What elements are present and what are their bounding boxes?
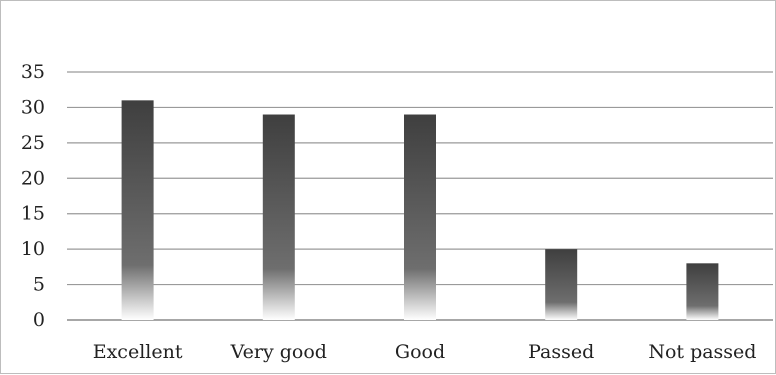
y-tick-label: 10 [21,238,45,260]
x-category-label: Not passed [648,341,756,363]
y-tick-label: 25 [21,132,45,154]
y-axis-ticks: 0 5 10 15 20 25 30 35 [21,61,45,331]
bars [121,100,719,320]
x-category-label: Excellent [93,341,183,363]
x-axis-categories: Excellent Very good Good Passed Not passed [93,341,757,363]
bar-good [404,114,436,320]
y-tick-label: 35 [21,61,45,83]
y-tick-label: 5 [33,274,45,296]
x-category-label: Passed [528,341,594,363]
y-tick-label: 0 [33,309,45,331]
x-category-label: Good [395,341,445,363]
y-tick-label: 30 [21,96,45,118]
bar-passed [545,249,578,320]
x-category-label: Very good [230,341,327,363]
y-tick-label: 20 [21,167,45,189]
bar-very-good [262,114,295,320]
y-tick-label: 15 [21,203,45,225]
bar-not-passed [686,263,719,320]
bar-excellent [121,100,154,320]
